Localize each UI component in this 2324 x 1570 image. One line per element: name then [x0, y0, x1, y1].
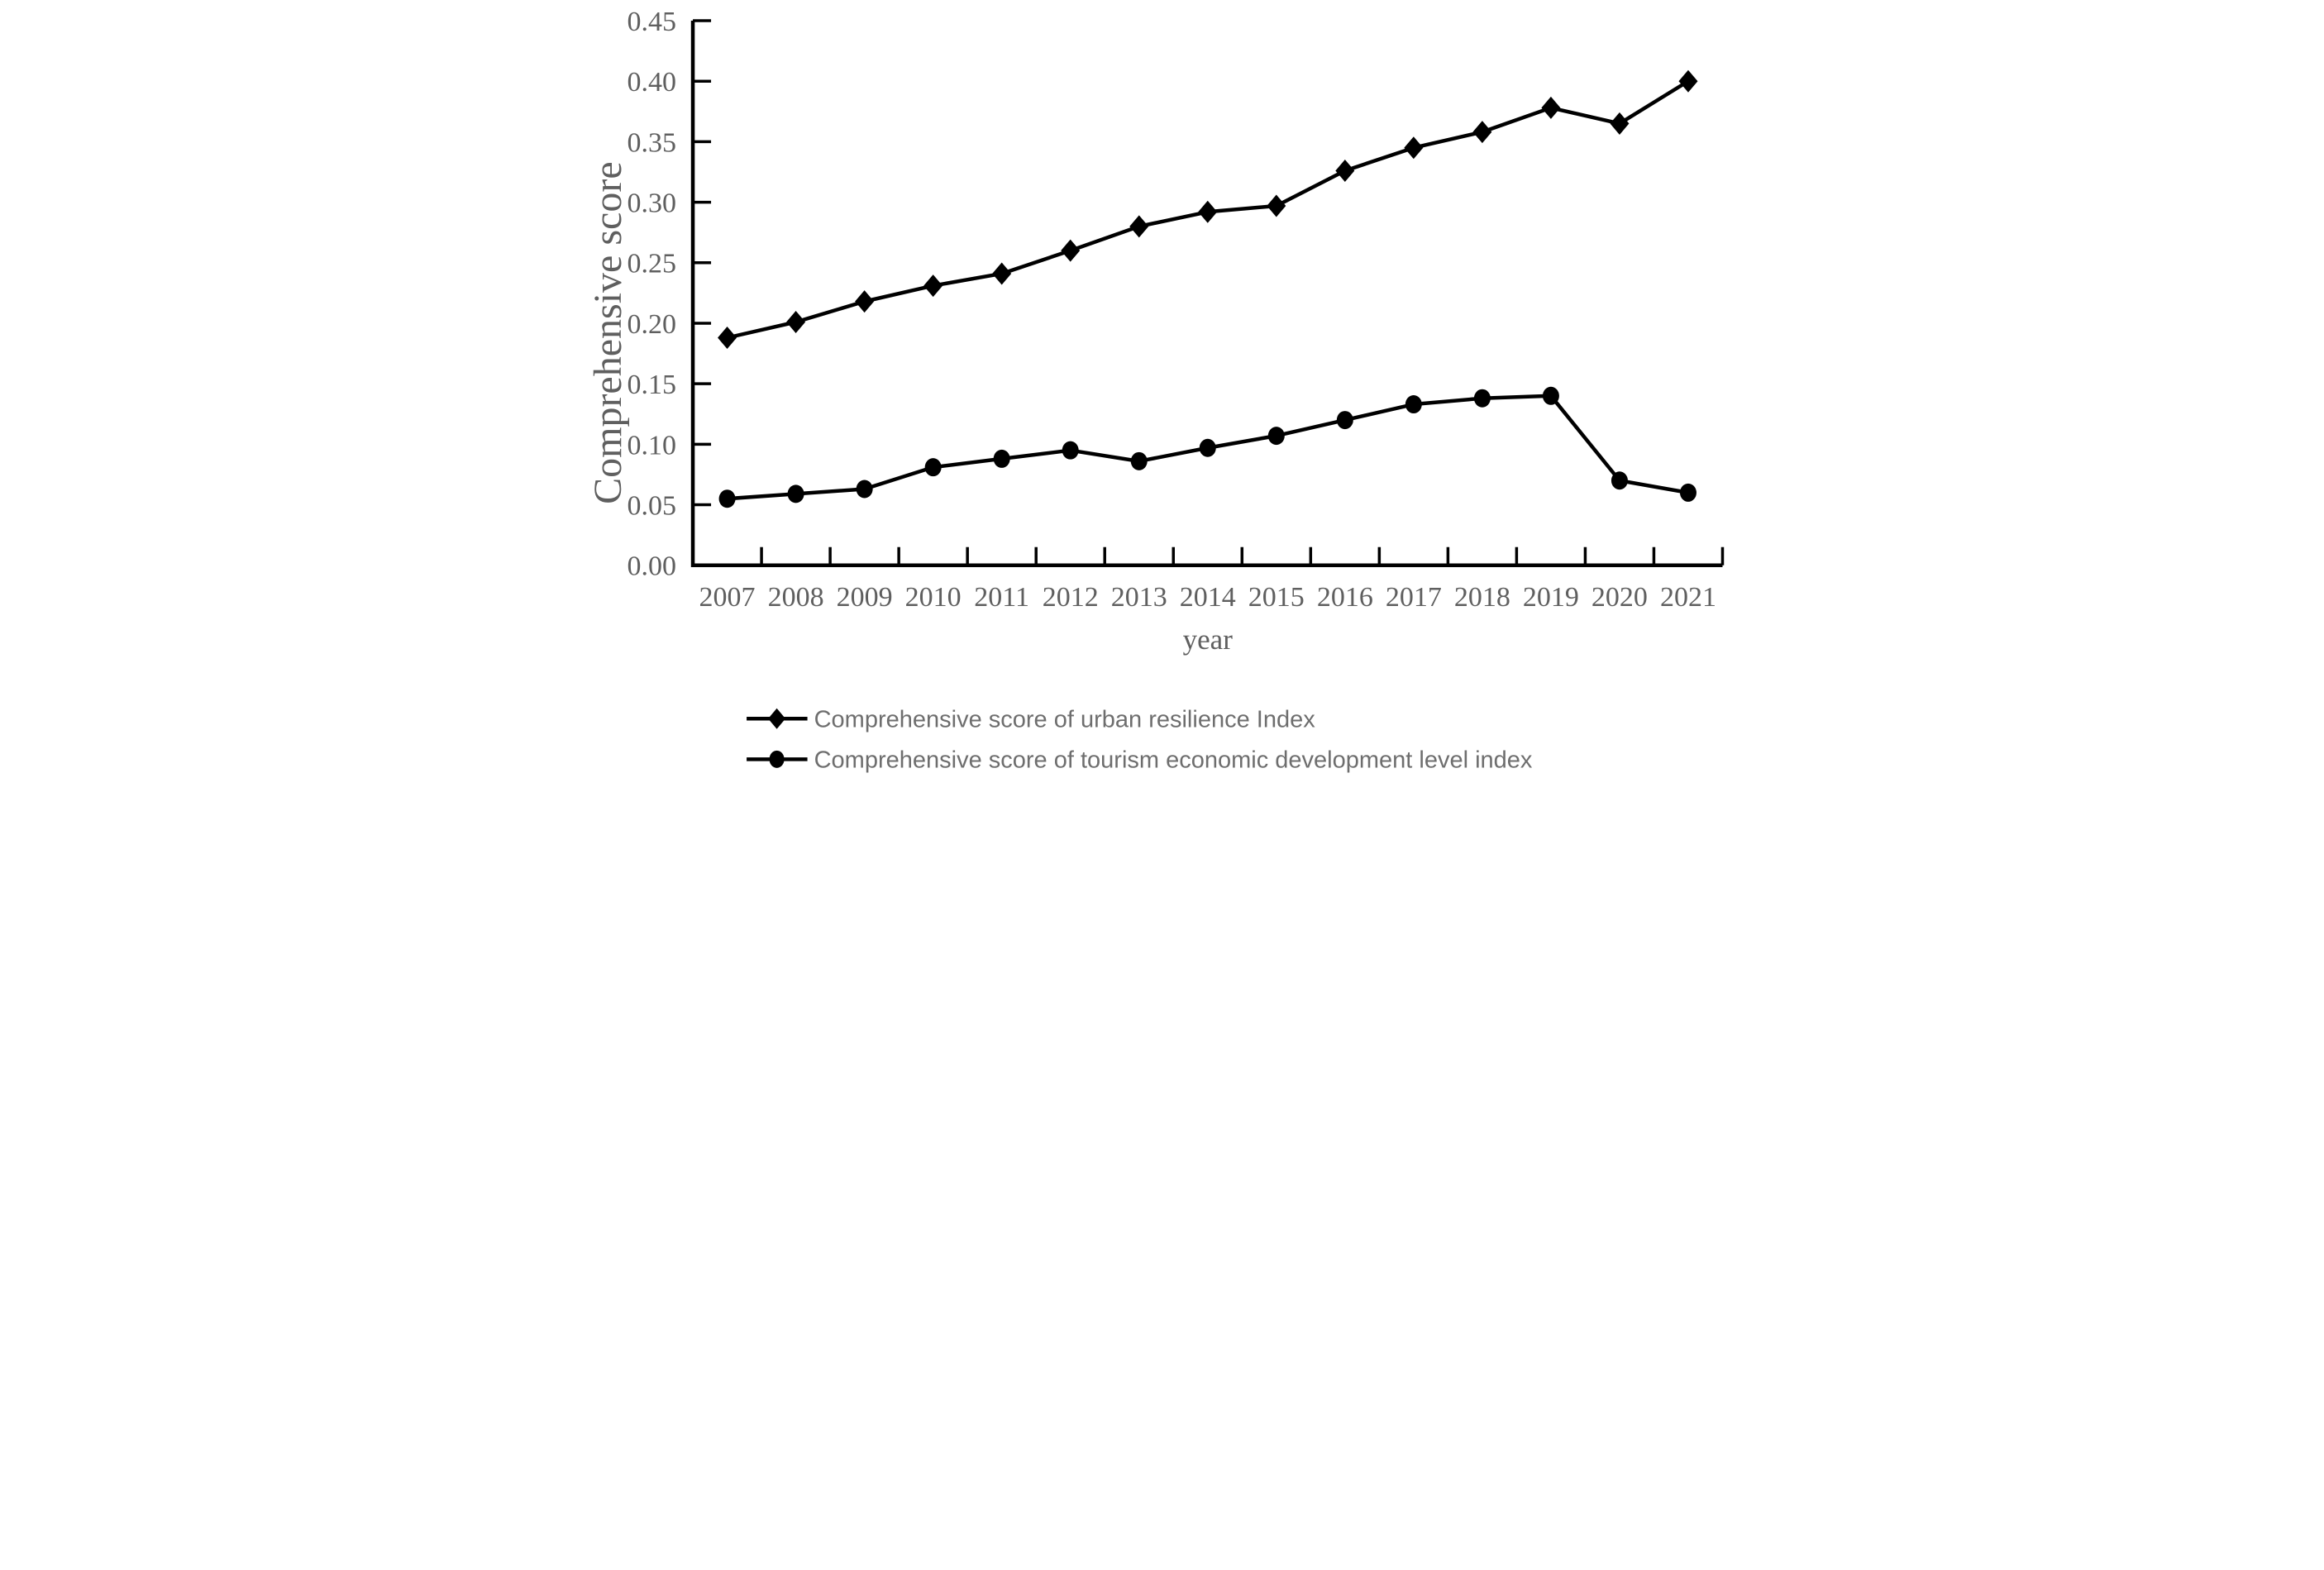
x-axis-title: year [1182, 623, 1233, 656]
series-tourism-economy [718, 386, 1696, 508]
y-tick-label: 0.25 [627, 249, 676, 279]
y-tick-label: 0.00 [627, 551, 676, 582]
x-tick-label: 2007 [699, 582, 755, 613]
circle-marker [1405, 395, 1422, 414]
series-group [717, 69, 1697, 508]
x-tick-label: 2020 [1591, 582, 1647, 613]
circle-marker [856, 480, 873, 499]
circle-marker [787, 484, 804, 503]
diamond-marker [991, 262, 1011, 285]
circle-marker [1542, 386, 1559, 405]
x-tick-label: 2015 [1248, 582, 1304, 613]
x-tick-label: 2021 [1659, 582, 1716, 613]
x-tick-label: 2010 [904, 582, 961, 613]
x-tick-label: 2011 [974, 582, 1029, 613]
y-tick-label: 0.10 [627, 430, 676, 461]
diamond-marker [1060, 239, 1080, 262]
axes-group [690, 19, 1724, 567]
x-tick-label: 2014 [1179, 582, 1235, 613]
circle-marker [1336, 411, 1353, 430]
x-tick-label: 2013 [1110, 582, 1167, 613]
legend-group: Comprehensive score of urban resilience … [746, 706, 1532, 773]
circle-marker [1473, 389, 1491, 408]
y-tick-label: 0.30 [627, 188, 676, 218]
circle-marker [1679, 483, 1696, 502]
diamond-marker [785, 310, 805, 334]
circle-icon [769, 750, 785, 768]
x-tick-label: 2008 [767, 582, 823, 613]
circle-marker [1199, 438, 1216, 457]
y-tick-label: 0.20 [627, 309, 676, 340]
x-tick-label: 2012 [1042, 582, 1098, 613]
diamond-marker [1472, 121, 1491, 144]
y-tick-label: 0.35 [627, 127, 676, 158]
x-tick-label: 2018 [1453, 582, 1510, 613]
legend-item: Comprehensive score of urban resilience … [746, 706, 1315, 733]
x-tick-label: 2019 [1522, 582, 1578, 613]
y-tick-label: 0.05 [627, 490, 676, 521]
axis-spines [690, 21, 1722, 567]
y-tick-label: 0.45 [627, 7, 676, 37]
diamond-marker [1403, 136, 1423, 160]
y-tick-label: 0.40 [627, 67, 676, 98]
x-tick-label: 2016 [1316, 582, 1372, 613]
axis-labels-group: 0.00 0.05 0.10 0.15 0.20 0.25 0.30 0.35 0.40 0.45… [585, 7, 1716, 656]
diamond-marker [923, 274, 942, 298]
circle-marker [993, 449, 1010, 468]
circle-marker [1062, 441, 1079, 460]
diamond-marker [1266, 194, 1286, 217]
circle-marker [1267, 427, 1285, 446]
x-tick-label: 2009 [836, 582, 892, 613]
circle-marker [924, 458, 942, 477]
diamond-marker [1609, 112, 1629, 135]
legend-label: Comprehensive score of urban resilience … [814, 706, 1315, 733]
circle-marker [718, 489, 736, 508]
circle-marker [1611, 471, 1628, 490]
legend-label: Comprehensive score of tourism economic … [814, 747, 1532, 773]
diamond-marker [1334, 160, 1354, 183]
diamond-marker [1677, 69, 1697, 93]
diamond-marker [1197, 200, 1217, 223]
x-tick-label: 2017 [1385, 582, 1441, 613]
legend-item: Comprehensive score of tourism economic … [746, 747, 1532, 773]
diamond-marker [1540, 96, 1560, 119]
diamond-icon [767, 708, 785, 729]
diamond-marker [854, 290, 874, 313]
circle-marker [1130, 451, 1148, 470]
line-chart-figure: 0.00 0.05 0.10 0.15 0.20 0.25 0.30 0.35 0.40 0.45… [580, 0, 1744, 785]
y-axis-title: Comprehensive score [585, 161, 629, 504]
diamond-marker [717, 327, 737, 350]
y-tick-label: 0.15 [627, 370, 676, 400]
chart-canvas: 0.00 0.05 0.10 0.15 0.20 0.25 0.30 0.35 0.40 0.45… [580, 0, 1744, 785]
diamond-marker [1129, 215, 1148, 238]
series-urban-resilience [717, 69, 1697, 350]
